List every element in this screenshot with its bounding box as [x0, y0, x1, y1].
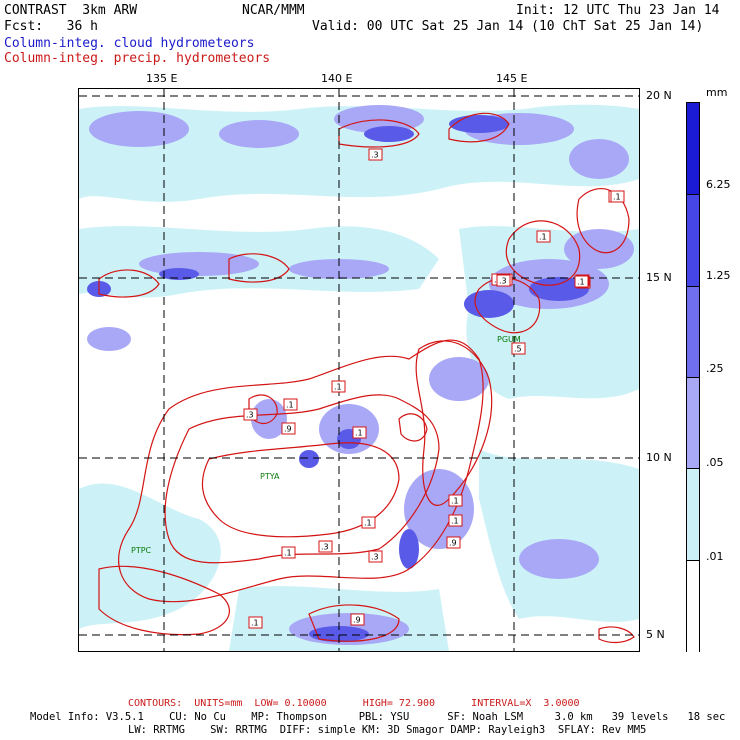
contour-label: .1: [334, 383, 342, 392]
precip-contours: [98, 112, 635, 644]
contour-label: .3: [321, 543, 329, 552]
contour-label: .1: [577, 278, 585, 287]
contour-label-box: [368, 550, 383, 563]
contour-label: .5: [514, 345, 522, 354]
contour-label-box: [361, 516, 376, 529]
station-labels: PGUM PTYA PTPC: [131, 335, 521, 555]
legend-precip: Column-integ. precip. hydrometeors: [4, 51, 271, 66]
colorbar-segment: [687, 285, 699, 378]
contour-labels: .3 .1 .1 .1 .3 .5 .1 .3 .1 .9 .1 .1 .3 .1 .3 .1 .9 .1 .1 .9…: [243, 148, 625, 629]
colorbar: [686, 102, 700, 652]
map-canvas: .3 .1 .1 .1 .3 .5 .1 .3 .1 .9 .1 .1 .3 .1 .3 .1 .9 .1 .1 .9…: [79, 89, 639, 651]
contour-label: .3: [371, 151, 379, 160]
colorbar-segment: [687, 559, 699, 652]
cloud-field-dense: [87, 115, 589, 642]
colorbar-segment: [687, 468, 699, 561]
org-label: NCAR/MMM: [242, 3, 305, 18]
colorbar-label-0-05: .05: [706, 456, 724, 469]
contours-info: CONTOURS: UNITS=mm LOW= 0.10000 HIGH= 72…: [128, 698, 580, 709]
contour-label: .1: [539, 233, 547, 242]
contour-label-box: [446, 536, 461, 549]
model-info-line-1: Model Info: V3.5.1 CU: No Cu MP: Thompso…: [30, 711, 726, 723]
contour-label: .1: [355, 429, 363, 438]
contour-label: .9: [284, 425, 292, 434]
contour-label-box: [448, 514, 463, 527]
contour-label-box: [243, 408, 258, 421]
contour-label-box: [350, 613, 365, 626]
colorbar-label-0-01: .01: [706, 550, 724, 563]
lon-label-135: 135 E: [146, 72, 178, 85]
contour-label-box: [318, 540, 333, 553]
contour-label-box: [536, 230, 551, 243]
valid-time: Valid: 00 UTC Sat 25 Jan 14 (10 ChT Sat …: [312, 19, 704, 34]
legend-cloud: Column-integ. cloud hydrometeors: [4, 36, 255, 51]
contour-label-box: [574, 275, 589, 288]
init-time: Init: 12 UTC Thu 23 Jan 14: [516, 3, 720, 18]
colorbar-segment: [687, 377, 699, 470]
lon-label-140: 140 E: [321, 72, 353, 85]
lat-label-10n: 10 N: [646, 451, 672, 464]
contour-label-box: [283, 398, 298, 411]
station-ptpc: PTPC: [131, 546, 152, 555]
lat-label-5n: 5 N: [646, 628, 665, 641]
contour-label: .1: [286, 401, 294, 410]
station-ptya: PTYA: [260, 472, 280, 481]
contour-label: .1: [284, 549, 292, 558]
contour-label: .1: [451, 497, 459, 506]
contour-label-box: [281, 422, 296, 435]
contour-label-box: [368, 148, 383, 161]
contour-label: .1: [251, 619, 259, 628]
contour-label-box: [352, 426, 367, 439]
contour-label-box: [448, 494, 463, 507]
contour-label: .3: [499, 277, 507, 286]
forecast-hour: Fcst: 36 h: [4, 19, 98, 34]
colorbar-segment: [687, 194, 699, 287]
colorbar-unit: mm: [706, 86, 728, 99]
contour-label: .9: [449, 539, 457, 548]
lat-label-15n: 15 N: [646, 271, 672, 284]
contour-label: .1: [613, 193, 621, 202]
colorbar-label-0-25: .25: [706, 362, 724, 375]
lat-lon-grid: [79, 89, 639, 651]
lat-label-20n: 20 N: [646, 89, 672, 102]
colorbar-label-6-25: 6.25: [706, 178, 731, 191]
contour-label: .1: [451, 517, 459, 526]
contour-label-box: [281, 546, 296, 559]
model-title: CONTRAST 3km ARW: [4, 3, 138, 18]
contour-label: .1: [364, 519, 372, 528]
contour-label-box: [248, 616, 263, 629]
contour-label-box: [610, 190, 625, 203]
contour-label-box: [496, 274, 511, 287]
contour-label-box: [331, 380, 346, 393]
contour-label: .9: [353, 616, 361, 625]
station-pgum: PGUM: [497, 335, 521, 344]
contour-label: .3: [371, 553, 379, 562]
colorbar-segment: [687, 103, 699, 195]
model-info-line-2: LW: RRTMG SW: RRTMG DIFF: simple KM: 3D …: [128, 724, 647, 736]
map-plot: .3 .1 .1 .1 .3 .5 .1 .3 .1 .9 .1 .1 .3 .1 .3 .1 .9 .1 .1 .9…: [78, 88, 640, 652]
contour-label-box: [511, 342, 526, 355]
contour-label: .3: [246, 411, 254, 420]
colorbar-label-1-25: 1.25: [706, 269, 731, 282]
lon-label-145: 145 E: [496, 72, 528, 85]
